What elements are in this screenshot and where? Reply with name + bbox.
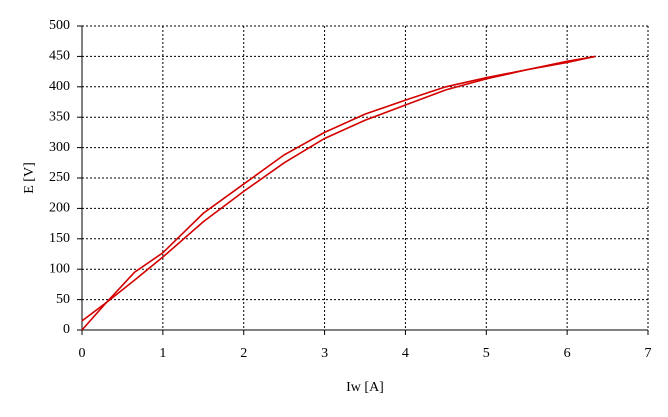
y-tick-label: 300 [49,140,70,155]
line-series [81,55,596,331]
x-tick-label: 1 [159,346,166,361]
x-tick-label: 5 [483,346,490,361]
x-tick-label: 6 [564,346,571,361]
y-tick-label: 350 [49,109,70,124]
x-tick-label: 2 [240,346,247,361]
x-tick-label: 4 [402,346,409,361]
x-axis-label: Iw [A] [346,380,384,395]
y-axis-label: E [V] [22,162,37,194]
line-series [81,55,596,322]
y-tick-label: 50 [56,292,70,307]
y-tick-label: 200 [49,201,70,216]
y-tick-label: 100 [49,261,70,276]
x-tick-label: 0 [79,346,86,361]
y-tick-label: 0 [63,322,70,337]
x-tick-label: 3 [321,346,328,361]
y-tick-label: 250 [49,170,70,185]
x-tick-label: 7 [645,346,652,361]
y-tick-label: 400 [49,79,70,94]
y-tick-label: 150 [49,231,70,246]
y-tick-label: 450 [49,49,70,64]
y-tick-label: 500 [49,18,70,33]
